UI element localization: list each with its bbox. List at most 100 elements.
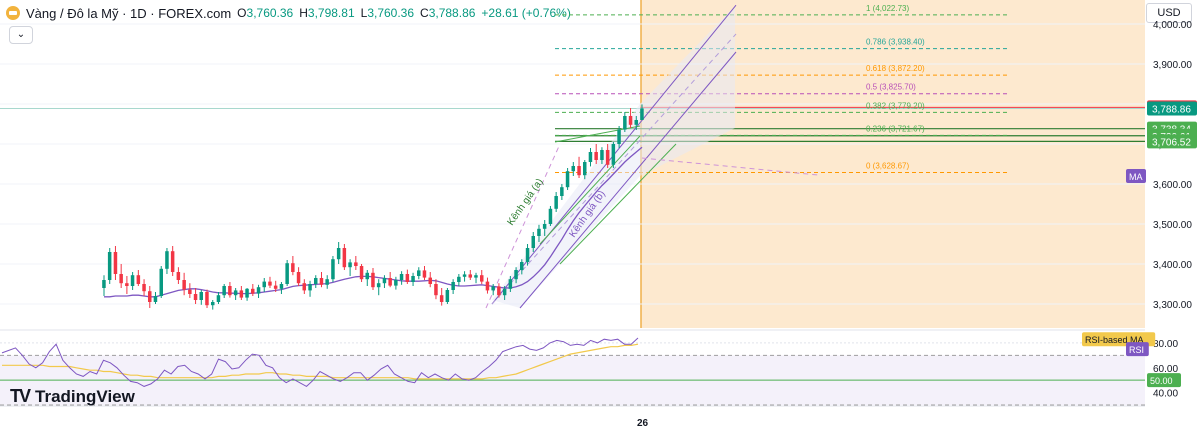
candle-body bbox=[199, 292, 203, 300]
candle-body bbox=[451, 282, 455, 290]
candle-body bbox=[216, 295, 221, 302]
rsi-tick-label: 40.00 bbox=[1153, 389, 1178, 400]
candle-body bbox=[302, 283, 306, 291]
rsi-tick-label: 80.00 bbox=[1153, 339, 1178, 350]
candle-body bbox=[291, 263, 295, 272]
candle-body bbox=[600, 150, 604, 160]
candle-body bbox=[314, 278, 318, 284]
candle-body bbox=[462, 274, 467, 277]
price-tick-label: 3,900.00 bbox=[1153, 60, 1192, 71]
candle-body bbox=[142, 284, 146, 292]
candle-body bbox=[245, 288, 249, 298]
candle-body bbox=[182, 280, 186, 290]
price-tick-label: 3,300.00 bbox=[1153, 300, 1192, 311]
rsi-badge bbox=[1147, 373, 1181, 388]
price-badge bbox=[1147, 134, 1197, 149]
tradingview-logo[interactable]: TV TradingView bbox=[10, 386, 135, 407]
rsi-badge bbox=[1126, 342, 1149, 357]
candle-body bbox=[422, 270, 427, 278]
ma-badge bbox=[1126, 169, 1146, 183]
candle-body bbox=[165, 251, 169, 269]
candle-body bbox=[571, 166, 575, 172]
ohlc-close-key: C bbox=[420, 6, 429, 20]
candle-body bbox=[560, 187, 564, 196]
candle-body bbox=[107, 252, 112, 280]
candle-body bbox=[485, 281, 490, 291]
ohlc-high: H3,798.81 bbox=[299, 6, 354, 20]
candle-body bbox=[268, 281, 272, 286]
symbol-header[interactable]: Vàng / Đô la Mỹ · 1D · FOREX.com O3,760.… bbox=[6, 4, 571, 22]
candle-body bbox=[119, 274, 123, 284]
ohlc-low: L3,760.36 bbox=[361, 6, 414, 20]
candle-body bbox=[130, 275, 135, 286]
fib-level-label: 0.786 (3,938.40) bbox=[866, 38, 925, 47]
candle-body bbox=[417, 270, 421, 276]
candle-body bbox=[354, 262, 358, 266]
candle-body bbox=[468, 274, 472, 278]
candle-body bbox=[233, 290, 238, 296]
candle-body bbox=[125, 283, 129, 286]
candle-body bbox=[239, 290, 244, 298]
ohlc-low-key: L bbox=[360, 6, 368, 20]
candle-body bbox=[434, 284, 438, 296]
currency-button[interactable]: USD bbox=[1146, 3, 1192, 23]
tradingview-wordmark: TradingView bbox=[35, 386, 135, 406]
ohlc-open: O3,760.36 bbox=[237, 6, 293, 20]
candle-body bbox=[445, 290, 450, 302]
candle-body bbox=[148, 291, 152, 302]
candle-body bbox=[542, 224, 547, 229]
candle-body bbox=[159, 268, 163, 296]
candle-body bbox=[531, 236, 535, 248]
ohlc-open-value: 3,760.36 bbox=[246, 6, 294, 20]
candle-body bbox=[405, 274, 410, 282]
candle-body bbox=[520, 262, 524, 270]
candle-body bbox=[279, 284, 284, 289]
candle-body bbox=[514, 270, 518, 280]
price-change: +28.61 (+0.76%) bbox=[481, 6, 571, 20]
candle-body bbox=[588, 152, 593, 162]
price-tick-label: 3,500.00 bbox=[1153, 220, 1192, 231]
ohlc-open-key: O bbox=[237, 6, 247, 20]
candle-body bbox=[222, 286, 226, 296]
candle-body bbox=[480, 275, 484, 282]
candle-body bbox=[228, 286, 232, 296]
price-tick-label: 3,400.00 bbox=[1153, 260, 1192, 271]
candle-body bbox=[211, 302, 215, 306]
candle-body bbox=[296, 272, 301, 284]
candle-body bbox=[376, 283, 381, 288]
candle-body bbox=[359, 266, 364, 280]
projection-line bbox=[485, 143, 561, 309]
channel-a-lower bbox=[519, 51, 737, 309]
candle-body bbox=[325, 279, 329, 285]
collapse-legend-button[interactable]: ⌄ bbox=[9, 26, 33, 44]
ohlc-high-value: 3,798.81 bbox=[307, 6, 355, 20]
candle-body bbox=[382, 278, 387, 284]
candle-body bbox=[565, 171, 570, 188]
candle-body bbox=[577, 166, 581, 176]
candle-body bbox=[640, 108, 644, 120]
candle-body bbox=[525, 248, 530, 262]
projection-line bbox=[641, 157, 821, 176]
symbol-title[interactable]: Vàng / Đô la Mỹ · 1D · FOREX.com bbox=[26, 5, 232, 21]
candle-body bbox=[491, 286, 495, 291]
price-badge bbox=[1147, 101, 1197, 116]
candle-body bbox=[634, 120, 638, 125]
ohlc-close: C3,788.86 bbox=[420, 6, 475, 20]
candle-body bbox=[554, 196, 558, 209]
ohlc-close-value: 3,788.86 bbox=[428, 6, 476, 20]
candle-body bbox=[342, 248, 347, 268]
candle-body bbox=[331, 259, 335, 280]
candle-body bbox=[308, 284, 312, 291]
candle-body bbox=[457, 276, 461, 282]
price-badge-label: 3,706.52 bbox=[1152, 137, 1191, 148]
candle-body bbox=[319, 278, 324, 285]
fib-level-label: 0.618 (3,872.20) bbox=[866, 64, 925, 73]
candle-body bbox=[611, 144, 616, 165]
candle-body bbox=[336, 248, 341, 260]
candle-body bbox=[617, 129, 621, 144]
price-tick-label: 3,600.00 bbox=[1153, 180, 1192, 191]
candle-body bbox=[605, 150, 610, 165]
rsi-badge-label: RSI-based MA bbox=[1085, 335, 1144, 345]
candle-body bbox=[102, 280, 106, 288]
